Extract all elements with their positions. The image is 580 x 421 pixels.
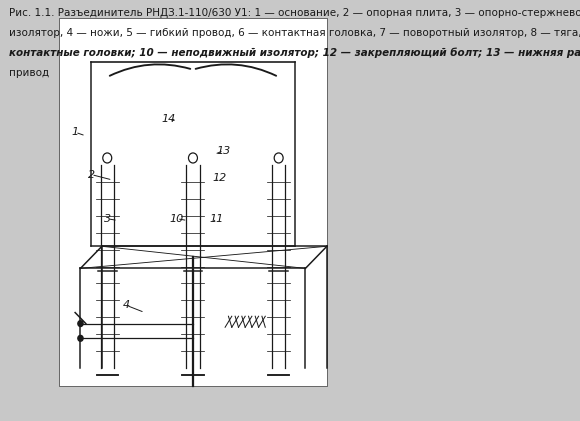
Circle shape <box>276 154 282 162</box>
Circle shape <box>104 154 111 162</box>
Text: 4: 4 <box>122 300 129 310</box>
Text: контактные головки; 10 — неподвижный изолятор; 12 — закрепляющий болт; 13 — нижн: контактные головки; 10 — неподвижный изо… <box>9 48 580 59</box>
Text: 12: 12 <box>213 173 227 183</box>
Text: 3: 3 <box>104 214 111 224</box>
Circle shape <box>78 321 83 327</box>
Text: 10: 10 <box>170 214 184 224</box>
Text: 13: 13 <box>217 146 231 156</box>
Text: 11: 11 <box>210 214 224 224</box>
Text: 2: 2 <box>88 170 95 179</box>
FancyBboxPatch shape <box>59 18 327 386</box>
Text: 1: 1 <box>71 127 79 137</box>
Circle shape <box>78 336 83 341</box>
Text: 14: 14 <box>162 115 176 124</box>
Circle shape <box>190 154 196 162</box>
Text: привод: привод <box>9 68 49 78</box>
Text: Рис. 1.1. Разъединитель РНДЗ.1-110/630 У1: 1 — основание, 2 — опорная плита, 3 —: Рис. 1.1. Разъединитель РНДЗ.1-110/630 У… <box>9 8 580 18</box>
Text: изолятор, 4 — ножи, 5 — гибкий провод, 6 — контактная головка, 7 — поворотный из: изолятор, 4 — ножи, 5 — гибкий провод, 6… <box>9 28 580 38</box>
